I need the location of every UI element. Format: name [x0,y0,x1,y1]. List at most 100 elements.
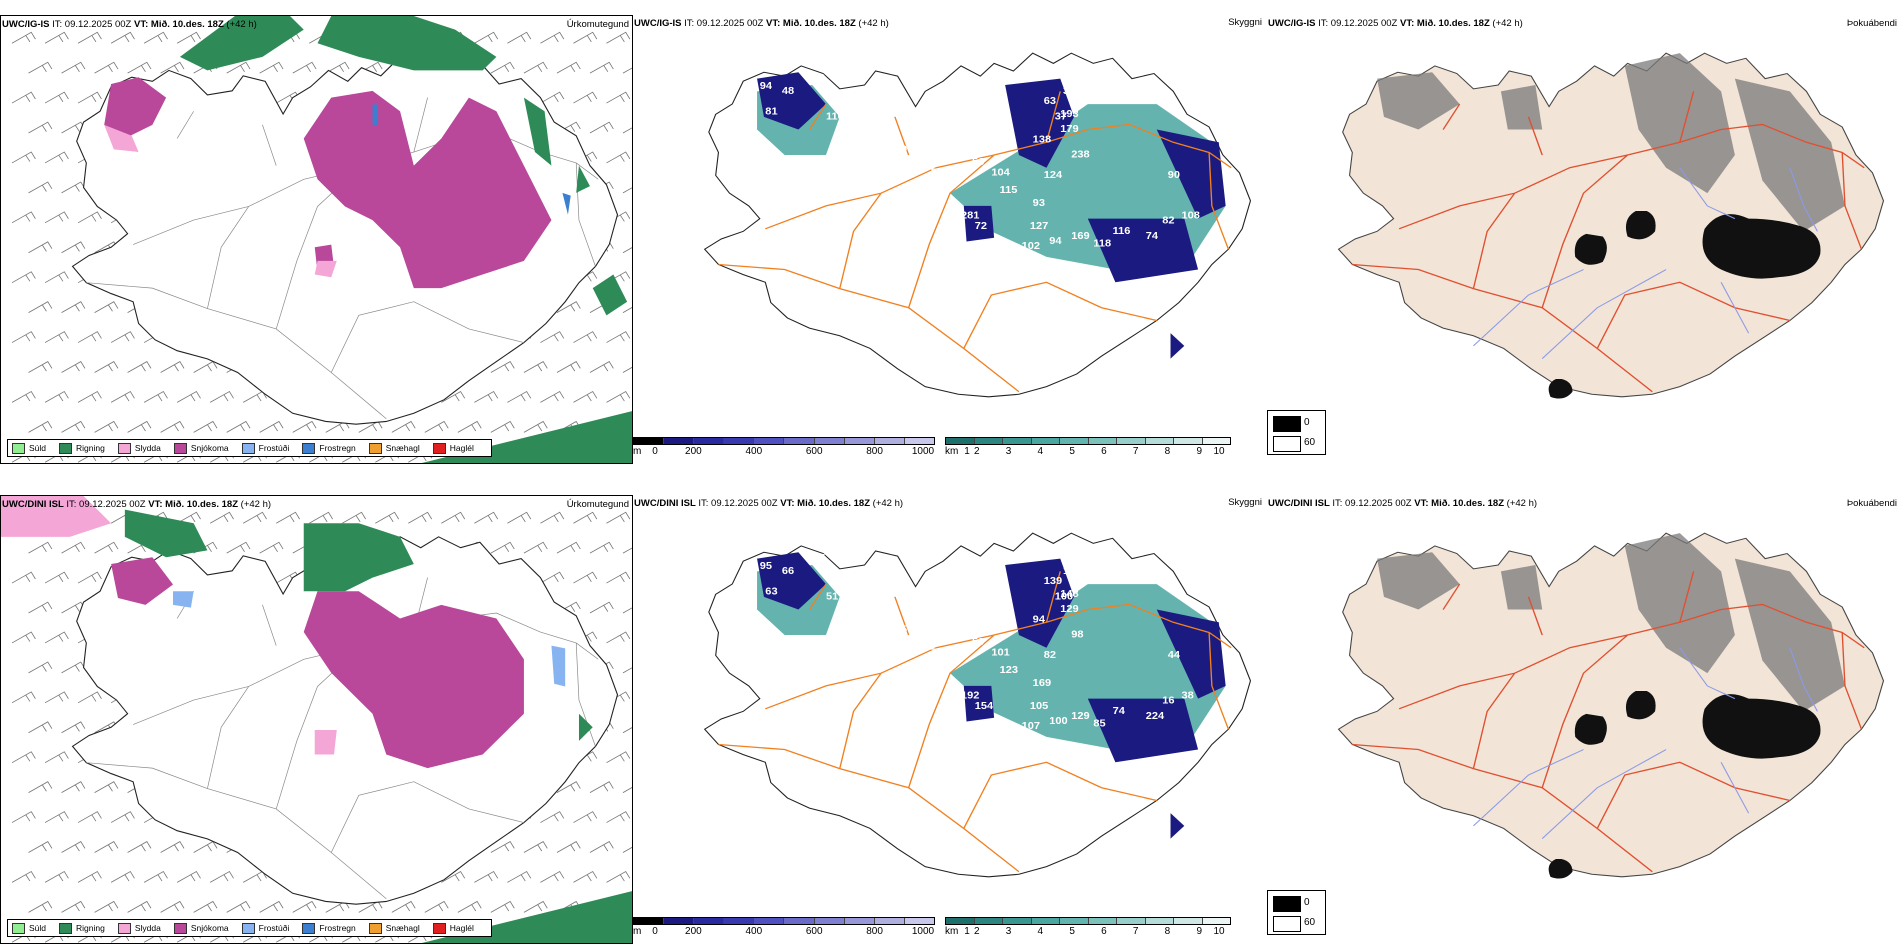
colorbar-tick: 9 [1196,926,1202,937]
visibility-value-label: 115 [1000,185,1018,197]
visibility-value-label: 16 [1162,695,1174,707]
fog-map [1267,15,1900,435]
wind-barb [127,420,152,433]
wind-barb [573,31,598,44]
colorbar-tick: 800 [866,926,883,937]
wind-barb [490,541,515,554]
wind-barb [540,870,565,883]
visibility-value-label: 73 [925,149,937,161]
wind-barb [523,361,548,373]
panel-name: Úrkomutegund [566,19,629,30]
legend-swatch [59,922,73,934]
colorbar-strip [633,437,935,445]
wind-barb [606,91,631,104]
visibility-labels: 94 48 133 81 116 60 73 50 58 56 104 115 138 63 376 193 1… [760,73,1200,283]
colorbar-tick: 7 [1132,926,1139,937]
colorbar-tick: 4 [1037,446,1044,457]
wind-barb [540,390,565,403]
wind-barb [127,61,152,74]
fog-legend: 0 60 [1267,890,1326,935]
fog-legend-label: 0 [1304,897,1310,908]
visibility-value-label: 72 [931,647,943,659]
wind-barb [507,390,532,403]
colorbar-segment [874,918,905,924]
legend-swatch [302,442,316,454]
wind-barb [457,420,482,433]
fog-legend-swatch [1273,916,1301,932]
wind-barb [44,571,69,584]
legend-item: Rigning [59,442,105,454]
wind-barb [375,511,400,524]
colorbar-segment [784,918,815,924]
visibility-value-label: 44 [1168,649,1180,661]
colorbar-segment [724,918,755,924]
visibility-value-label: 105 [1030,700,1048,712]
legend-item: Súld [12,922,46,934]
colorbar-segment [874,438,905,444]
wind-barb [11,211,36,224]
wind-barb [622,127,632,134]
wind-barb [309,511,333,524]
visibility-value-label: 148 [1060,588,1078,600]
visibility-colorbar: km 1 2 3 4 5 6 7 8 9 10 [945,917,1231,937]
legend-swatch [368,442,382,454]
wind-barb [606,31,631,44]
colorbar-tick: 0 [652,446,658,457]
wind-barb [556,841,581,853]
wind-barb [573,331,598,343]
visibility-value-label: 169 [1071,230,1089,242]
colorbar-segment [1031,918,1060,924]
wind-barb [193,900,218,913]
colorbar-tick: 4 [1037,926,1044,937]
fog-legend-swatch [1273,416,1301,432]
colorbar-segment [1174,438,1203,444]
colorbar-segment [844,438,875,444]
fog-legend-swatch [1273,436,1301,452]
wind-barb [44,811,69,823]
wind-barb [61,781,86,793]
colorbar-segment [754,438,785,444]
colorbar-segment [1145,438,1174,444]
wind-barb [242,511,267,524]
wind-barb [540,91,565,104]
elevation-colorbar: m 0 200 400 600 800 1000 [633,917,935,937]
precip-type-map [1,16,632,463]
visibility-value-label: 66 [782,565,794,577]
wind-barb [606,390,631,403]
colorbar-tick: 6 [1101,446,1107,457]
wind-barb [573,511,598,524]
panel-title: UWC/IG-IS IT: 09.12.2025 00Z VT: Mið. 10… [634,18,889,29]
wind-barb [11,271,36,284]
legend-item: Frostúði [241,442,290,454]
colorbar-tick: 10 [1213,926,1225,937]
visibility-value-label: 38 [1182,690,1194,702]
fog-legend-swatch [1273,896,1301,912]
freezing-drizzle-areas [173,591,566,687]
colorbar-segment [904,438,934,444]
wind-barb [77,211,102,224]
legend-swatch [173,922,187,934]
colorbar-unit: km [945,446,959,457]
wind-barb [176,31,201,44]
legend-item: Súld [12,442,46,454]
colorbar-tick: 5 [1069,926,1075,937]
visibility-value-label: 54 [925,629,937,641]
colorbar-unit: km [945,926,959,937]
wind-barb [523,420,548,433]
colorbar-segment [664,438,695,444]
visibility-value-label: 90 [1168,169,1180,181]
colorbar-segment [1145,918,1174,924]
legend-item: Rigning [59,922,105,934]
snow-areas [111,557,524,769]
wind-barb [28,841,53,853]
colorbar-segment [1174,918,1203,924]
legend-label: Frostúði [258,443,290,453]
wind-barb [556,781,581,793]
colorbar-segment [814,438,845,444]
legend-swatch [241,442,255,454]
wind-barb [589,601,614,614]
wind-barb [11,571,36,584]
wind-barb [292,420,317,433]
wind-barb [127,841,152,853]
wind-barb [209,511,234,524]
